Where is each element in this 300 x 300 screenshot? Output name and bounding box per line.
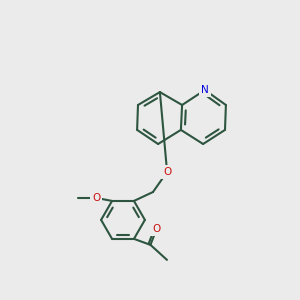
Text: O: O: [152, 224, 160, 234]
Text: N: N: [201, 85, 209, 95]
Text: O: O: [92, 193, 100, 203]
Text: O: O: [163, 167, 171, 177]
